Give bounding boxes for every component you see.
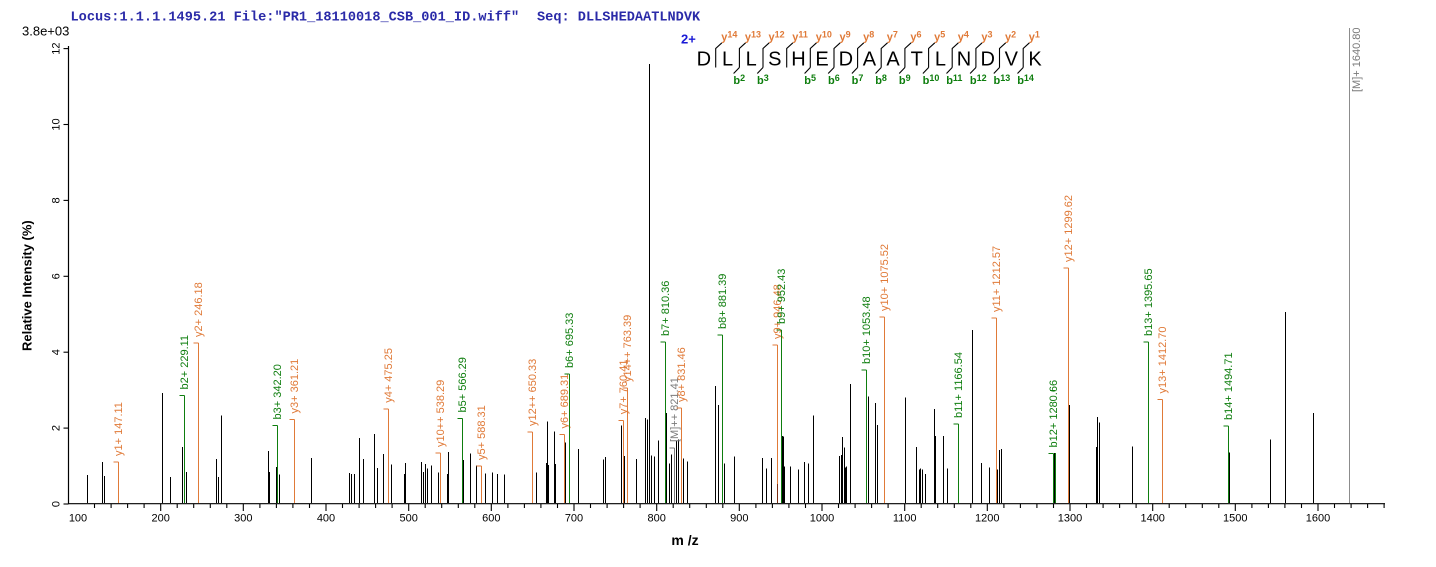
- svg-text:b5: b5: [804, 73, 816, 87]
- svg-text:N: N: [957, 49, 971, 71]
- svg-text:D: D: [697, 49, 711, 71]
- svg-text:300: 300: [234, 513, 252, 525]
- svg-text:[M]+ 1640.80: [M]+ 1640.80: [1351, 27, 1363, 92]
- svg-text:L: L: [746, 49, 757, 71]
- svg-text:y5: y5: [934, 29, 945, 43]
- svg-text:y10+ 1075.52: y10+ 1075.52: [879, 244, 891, 311]
- svg-text:b11+ 1166.54: b11+ 1166.54: [953, 352, 965, 418]
- svg-text:b7+ 810.36: b7+ 810.36: [660, 281, 672, 336]
- svg-text:b7: b7: [852, 73, 864, 87]
- svg-text:b3: b3: [757, 73, 769, 87]
- svg-text:E: E: [815, 49, 828, 71]
- svg-text:y13+ 1412.70: y13+ 1412.70: [1157, 327, 1169, 394]
- svg-text:y8+ 831.46: y8+ 831.46: [676, 347, 688, 402]
- svg-text:T: T: [911, 49, 923, 71]
- svg-text:y2: y2: [1005, 29, 1016, 43]
- svg-text:6: 6: [51, 273, 63, 279]
- svg-text:1500: 1500: [1223, 513, 1247, 525]
- svg-text:[M]++ 821.41: [M]++ 821.41: [669, 377, 681, 442]
- svg-text:b8+ 881.39: b8+ 881.39: [717, 274, 729, 329]
- svg-text:y2+ 246.18: y2+ 246.18: [193, 282, 205, 337]
- svg-text:1000: 1000: [810, 513, 834, 525]
- svg-text:100: 100: [69, 513, 87, 525]
- svg-text:y11+ 1212.57: y11+ 1212.57: [991, 246, 1003, 312]
- svg-text:A: A: [863, 49, 877, 71]
- svg-text:b6+ 695.33: b6+ 695.33: [564, 313, 576, 368]
- svg-text:2+: 2+: [681, 32, 696, 47]
- svg-text:y9+ 946.48: y9+ 946.48: [772, 284, 784, 339]
- svg-text:S: S: [768, 49, 781, 71]
- svg-text:400: 400: [317, 513, 335, 525]
- svg-text:4: 4: [51, 349, 63, 355]
- svg-text:10: 10: [51, 118, 63, 130]
- svg-text:y6+ 689.31: y6+ 689.31: [559, 374, 571, 429]
- svg-text:y3: y3: [981, 29, 992, 43]
- svg-text:b9: b9: [899, 73, 911, 87]
- svg-text:1200: 1200: [975, 513, 999, 525]
- svg-text:K: K: [1028, 49, 1042, 71]
- svg-text:m /z: m /z: [671, 532, 698, 548]
- svg-text:1600: 1600: [1306, 513, 1330, 525]
- svg-text:b2: b2: [733, 73, 745, 87]
- svg-text:Locus:1.1.1.1495.21 File:"PR1_: Locus:1.1.1.1495.21 File:"PR1_18110018_C…: [71, 11, 520, 26]
- svg-text:y10++ 538.29: y10++ 538.29: [435, 380, 447, 447]
- svg-text:y1: y1: [1029, 29, 1040, 43]
- svg-text:b12+ 1280.66: b12+ 1280.66: [1048, 380, 1060, 448]
- svg-text:y12++ 650.33: y12++ 650.33: [527, 359, 539, 426]
- svg-text:b13+ 1395.65: b13+ 1395.65: [1143, 268, 1155, 336]
- svg-text:V: V: [1005, 49, 1019, 71]
- svg-text:L: L: [935, 49, 946, 71]
- svg-text:b8: b8: [875, 73, 887, 87]
- svg-text:b5+ 566.29: b5+ 566.29: [457, 357, 469, 412]
- svg-text:y14++ 763.39: y14++ 763.39: [622, 315, 634, 382]
- svg-text:700: 700: [565, 513, 583, 525]
- svg-text:1300: 1300: [1058, 513, 1082, 525]
- svg-text:b3+ 342.20: b3+ 342.20: [272, 364, 284, 419]
- svg-text:8: 8: [51, 197, 63, 203]
- svg-text:Relative Intensity (%): Relative Intensity (%): [20, 220, 35, 351]
- svg-text:600: 600: [482, 513, 500, 525]
- svg-text:A: A: [886, 49, 900, 71]
- svg-text:900: 900: [730, 513, 748, 525]
- svg-text:3.8e+03: 3.8e+03: [22, 24, 69, 39]
- svg-text:y8: y8: [863, 29, 874, 43]
- svg-text:2: 2: [51, 425, 63, 431]
- svg-text:200: 200: [152, 513, 170, 525]
- svg-text:H: H: [791, 49, 805, 71]
- svg-text:1100: 1100: [893, 513, 917, 525]
- svg-text:y4: y4: [958, 29, 969, 43]
- svg-text:y3+ 361.21: y3+ 361.21: [289, 359, 301, 414]
- svg-text:500: 500: [400, 513, 418, 525]
- svg-text:b2+ 229.11: b2+ 229.11: [179, 335, 191, 390]
- svg-text:b6: b6: [828, 73, 840, 87]
- svg-text:y4+ 475.25: y4+ 475.25: [383, 348, 395, 403]
- svg-text:Seq: DLLSHEDAATLNDVK: Seq: DLLSHEDAATLNDVK: [537, 11, 701, 26]
- svg-text:1400: 1400: [1140, 513, 1164, 525]
- svg-text:y12+ 1299.62: y12+ 1299.62: [1063, 195, 1075, 262]
- svg-text:y7: y7: [887, 29, 898, 43]
- svg-text:b9+ 952.43: b9+ 952.43: [776, 269, 788, 324]
- svg-text:L: L: [722, 49, 733, 71]
- svg-text:12: 12: [51, 42, 63, 54]
- svg-text:800: 800: [648, 513, 666, 525]
- svg-text:y6: y6: [910, 29, 921, 43]
- svg-text:y1+ 147.11: y1+ 147.11: [113, 402, 125, 456]
- svg-text:y9: y9: [840, 29, 851, 43]
- svg-text:D: D: [980, 49, 994, 71]
- svg-text:y5+ 588.31: y5+ 588.31: [476, 405, 488, 460]
- svg-text:0: 0: [51, 501, 63, 507]
- svg-text:b10+ 1053.48: b10+ 1053.48: [861, 296, 873, 364]
- svg-text:b14+ 1494.71: b14+ 1494.71: [1223, 352, 1235, 420]
- svg-text:D: D: [839, 49, 853, 71]
